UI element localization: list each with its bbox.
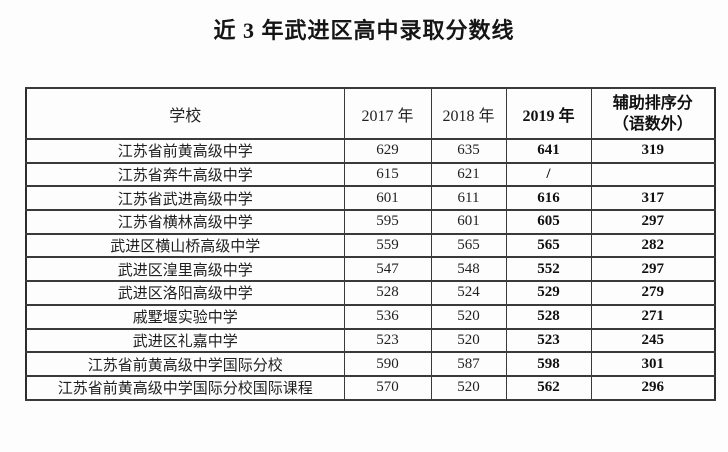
score-2017-cell: 523 (343, 327, 432, 354)
aux-score-header-line1: 辅助排序分 (612, 94, 693, 112)
score-2019-cell: 616 (505, 185, 592, 212)
score-2018-cell: 587 (430, 351, 507, 377)
score-2018-cell: 520 (430, 374, 507, 401)
score-2017-cell: 595 (343, 209, 432, 235)
score-2018-cell: 611 (430, 185, 507, 212)
aux-score-cell: 319 (590, 138, 716, 164)
score-2017-cell: 601 (343, 185, 432, 212)
score-2019-cell: / (505, 161, 592, 188)
score-2017-cell: 590 (343, 351, 432, 377)
score-2017-cell: 570 (343, 374, 432, 401)
aux-score-cell: 297 (590, 209, 716, 235)
year-2018-column-header: 2018 年 (430, 87, 507, 140)
score-2019-cell: 528 (505, 303, 592, 330)
score-2018-cell: 520 (430, 327, 507, 354)
table-row: 武进区横山桥高级中学 559 565 565 282 (25, 232, 716, 259)
score-2018-cell: 601 (430, 209, 507, 235)
year-2017-column-header: 2017 年 (343, 87, 432, 140)
school-cell: 戚墅堰实验中学 (25, 303, 345, 330)
school-cell: 武进区湟里高级中学 (25, 256, 345, 283)
aux-score-cell: 297 (590, 256, 716, 283)
score-2019-cell: 523 (505, 327, 592, 354)
school-cell: 武进区洛阳高级中学 (25, 280, 345, 306)
score-2019-cell: 529 (505, 280, 592, 306)
score-2017-cell: 629 (343, 138, 432, 164)
school-cell: 江苏省前黄高级中学国际分校 (25, 351, 345, 377)
score-2018-cell: 621 (430, 161, 507, 188)
score-2018-cell: 635 (430, 138, 507, 164)
school-cell: 武进区礼嘉中学 (25, 327, 345, 354)
score-2017-cell: 536 (343, 303, 432, 330)
score-2019-cell: 598 (505, 351, 592, 377)
aux-score-cell: 245 (590, 327, 716, 354)
school-cell: 江苏省武进高级中学 (25, 185, 345, 212)
score-table-body: 江苏省前黄高级中学 629 635 641 319 江苏省奔牛高级中学 615 621/江苏省… (25, 138, 716, 401)
score-2018-cell: 524 (430, 280, 507, 306)
score-2019-cell: 641 (505, 138, 592, 164)
table-row: 武进区湟里高级中学 547 548 552 297 (25, 256, 716, 283)
score-2019-cell: 562 (505, 374, 592, 401)
aux-score-cell: 279 (590, 280, 716, 306)
school-cell: 江苏省奔牛高级中学 (25, 161, 345, 188)
aux-score-cell: 301 (590, 351, 716, 377)
aux-score-cell: 271 (590, 303, 716, 330)
year-2019-column-header: 2019 年 (505, 87, 592, 140)
table-row: 江苏省武进高级中学 601 611 616 317 (25, 185, 716, 212)
aux-score-cell: 282 (590, 232, 716, 259)
table-row: 武进区洛阳高级中学 528 524 529 279 (25, 280, 716, 306)
score-2017-cell: 615 (343, 161, 432, 188)
aux-score-cell (590, 161, 716, 188)
aux-score-cell: 317 (590, 185, 716, 212)
score-2017-cell: 528 (343, 280, 432, 306)
score-2018-cell: 548 (430, 256, 507, 283)
score-2019-cell: 605 (505, 209, 592, 235)
admission-scores-table: 学校 2017 年 2018 年 2019 年 辅助排序分 （语数外） 江苏省前… (25, 87, 716, 401)
aux-score-cell: 296 (590, 374, 716, 401)
score-2019-cell: 565 (505, 232, 592, 259)
score-2017-cell: 547 (343, 256, 432, 283)
table-row: 武进区礼嘉中学 523 520 523 245 (25, 327, 716, 354)
score-2018-cell: 565 (430, 232, 507, 259)
school-cell: 江苏省前黄高级中学 (25, 138, 345, 164)
score-2018-cell: 520 (430, 303, 507, 330)
aux-score-column-header: 辅助排序分 （语数外） (590, 87, 716, 140)
score-2019-cell: 552 (505, 256, 592, 283)
table-row: 江苏省横林高级中学 595 601 605 297 (25, 209, 716, 235)
aux-score-header-line2: （语数外） (612, 115, 693, 133)
school-cell: 江苏省前黄高级中学国际分校国际课程 (25, 374, 345, 401)
table-row: 戚墅堰实验中学 536 520 528 271 (25, 303, 716, 330)
school-column-header: 学校 (25, 87, 345, 140)
table-row: 江苏省前黄高级中学国际分校国际课程 570 520 562 296 (25, 374, 716, 401)
school-cell: 江苏省横林高级中学 (25, 209, 345, 235)
page-title: 近 3 年武进区高中录取分数线 (213, 18, 515, 43)
table-row: 江苏省前黄高级中学 629 635 641 319 (25, 138, 716, 164)
table-header-row: 学校 2017 年 2018 年 2019 年 辅助排序分 （语数外） (25, 87, 716, 140)
table-row: 江苏省前黄高级中学国际分校 590 587 598 301 (25, 351, 716, 377)
score-2017-cell: 559 (343, 232, 432, 259)
table-row: 江苏省奔牛高级中学 615 621/ (25, 161, 716, 188)
school-cell: 武进区横山桥高级中学 (25, 232, 345, 259)
